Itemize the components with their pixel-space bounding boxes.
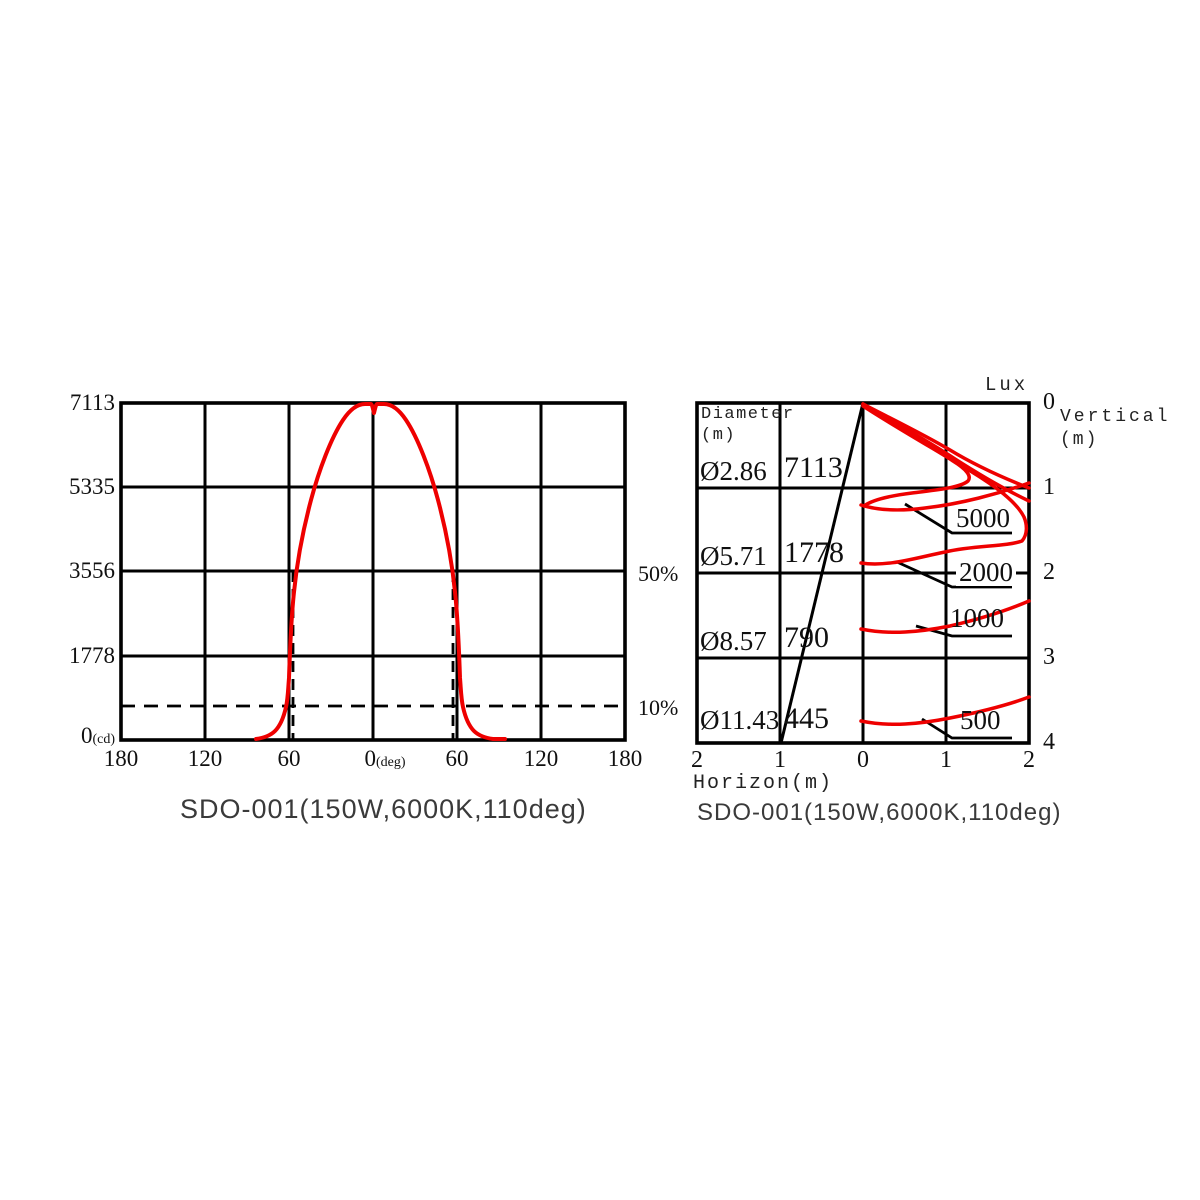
lux-row-3: 790 xyxy=(784,621,829,654)
right-chart-title: SDO-001(150W,6000K,110deg) xyxy=(697,799,1062,826)
horizon-axis-label: Horizon(m) xyxy=(693,772,834,795)
left-chart-title: SDO-001(150W,6000K,110deg) xyxy=(180,794,587,824)
right-y-tick-3: 3 xyxy=(1043,644,1055,670)
diameter-row-3: Ø8.57 xyxy=(700,626,767,656)
intensity-curve xyxy=(254,402,507,741)
left-x-tick-zero: 0(deg) xyxy=(364,746,406,771)
diameter-header-line2: (m) xyxy=(701,426,737,445)
right-x-tick-0: 0 xyxy=(857,747,869,773)
right-x-tick-1: 1 xyxy=(940,747,952,773)
left-x-tick-m180: 180 xyxy=(103,746,139,771)
diameter-row-2: Ø5.71 xyxy=(700,541,767,571)
ten-percent-label: 10% xyxy=(638,695,679,720)
right-x-tick-m2: 2 xyxy=(691,747,703,773)
lux-row-4: 445 xyxy=(784,702,829,735)
iso-label-1000: 1000 xyxy=(950,603,1004,633)
lux-axis-label: Lux xyxy=(985,374,1029,396)
fifty-percent-label: 50% xyxy=(638,561,679,586)
right-x-tick-2: 2 xyxy=(1023,747,1035,773)
beam-diagonal-line xyxy=(779,402,865,744)
left-y-tick-1778: 1778 xyxy=(69,643,115,668)
diameter-row-4: Ø11.43 xyxy=(700,705,780,735)
left-x-tick-120: 120 xyxy=(523,746,559,771)
vertical-axis-label: Vertical xyxy=(1060,407,1171,427)
lux-row-1: 7113 xyxy=(784,451,843,484)
left-x-tick-180: 180 xyxy=(607,746,643,771)
diameter-row-1: Ø2.86 xyxy=(700,456,767,486)
right-y-tick-2: 2 xyxy=(1043,559,1055,585)
right-x-tick-m1: 1 xyxy=(774,747,786,773)
lux-row-2: 1778 xyxy=(784,536,844,569)
left-y-tick-5335: 5335 xyxy=(69,474,115,499)
right-y-tick-0: 0 xyxy=(1043,389,1055,415)
iso-lux-curves xyxy=(859,402,1031,727)
left-x-tick-m60: 60 xyxy=(277,746,301,771)
right-y-tick-4: 4 xyxy=(1043,729,1055,755)
iso-label-500: 500 xyxy=(960,705,1001,735)
iso-label-2000: 2000 xyxy=(956,559,1016,586)
right-y-tick-1: 1 xyxy=(1043,474,1055,500)
left-y-tick-zero: 0(cd) xyxy=(80,723,115,748)
iso-label-5000: 5000 xyxy=(956,503,1010,533)
left-x-tick-m120: 120 xyxy=(187,746,223,771)
left-chart-grid xyxy=(119,401,627,742)
left-x-tick-60: 60 xyxy=(445,746,469,771)
left-y-tick-7113: 7113 xyxy=(69,390,115,415)
vertical-axis-unit: (m) xyxy=(1060,430,1099,450)
diameter-header-line1: Diameter xyxy=(701,405,795,424)
left-y-tick-3556: 3556 xyxy=(69,558,115,583)
